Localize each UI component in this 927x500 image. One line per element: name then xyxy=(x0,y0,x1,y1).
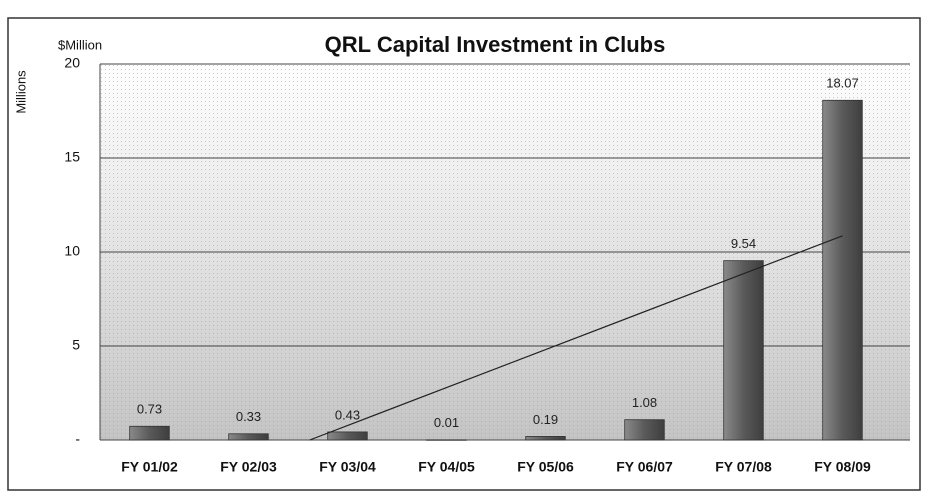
x-tick-label: FY 07/08 xyxy=(715,459,772,475)
value-label: 9.54 xyxy=(731,236,756,251)
x-tick-label: FY 03/04 xyxy=(319,459,376,475)
y-tick-label: - xyxy=(75,431,80,447)
x-tick-label: FY 06/07 xyxy=(616,459,673,475)
value-label: 0.01 xyxy=(434,415,459,430)
unit-label: $Million xyxy=(58,37,102,52)
value-label: 18.07 xyxy=(826,76,859,91)
bar xyxy=(327,431,368,441)
chart-title: QRL Capital Investment in Clubs xyxy=(325,32,666,57)
bar xyxy=(426,439,467,441)
x-tick-label: FY 08/09 xyxy=(814,459,871,475)
y-tick-label: 10 xyxy=(64,243,80,259)
bar xyxy=(525,436,566,441)
y-axis-label: Millions xyxy=(13,70,28,114)
x-tick-label: FY 05/06 xyxy=(517,459,574,475)
value-label: 1.08 xyxy=(632,395,657,410)
bar xyxy=(624,419,665,441)
y-tick-label: 5 xyxy=(72,337,80,353)
bar xyxy=(822,99,863,441)
x-tick-label: FY 01/02 xyxy=(121,459,178,475)
bar xyxy=(723,260,764,441)
x-tick-label: FY 02/03 xyxy=(220,459,277,475)
value-label: 0.73 xyxy=(137,402,162,417)
trend-line xyxy=(309,235,843,441)
bar xyxy=(129,425,170,441)
y-tick-label: 20 xyxy=(64,55,80,71)
bar xyxy=(228,433,269,441)
value-label: 0.33 xyxy=(236,409,261,424)
y-tick-label: 15 xyxy=(64,149,80,165)
value-label: 0.19 xyxy=(533,412,558,427)
x-tick-label: FY 04/05 xyxy=(418,459,475,475)
value-label: 0.43 xyxy=(335,407,360,422)
